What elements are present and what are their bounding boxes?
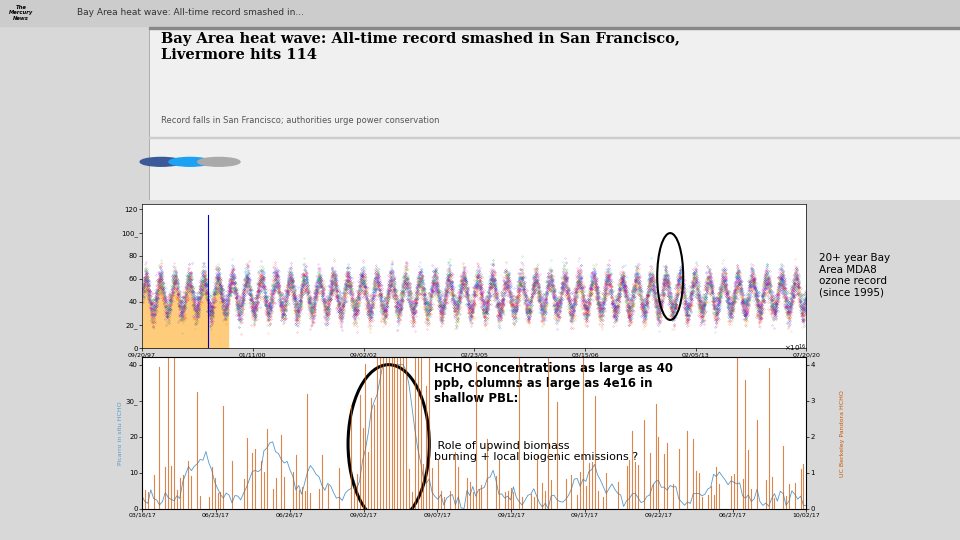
Circle shape — [169, 158, 211, 166]
Y-axis label: UC Berkeley Pandora HCHO: UC Berkeley Pandora HCHO — [840, 390, 845, 476]
Circle shape — [140, 158, 182, 166]
Text: Bay Area heat wave: All-time record smashed in...: Bay Area heat wave: All-time record smas… — [77, 9, 303, 17]
Text: Bay Area heat wave: All-time record smashed in San Francisco,
Livermore hits 114: Bay Area heat wave: All-time record smas… — [161, 32, 680, 62]
Y-axis label: Picarro in situ HCHO: Picarro in situ HCHO — [118, 401, 123, 465]
Text: 20+ year Bay
Area MDA8
ozone record
(since 1995): 20+ year Bay Area MDA8 ozone record (sin… — [819, 253, 890, 298]
Bar — [0, 0, 960, 26]
Text: Role of upwind biomass
burning + local biogenic emissions ?: Role of upwind biomass burning + local b… — [434, 441, 638, 462]
Text: Record falls in San Francisco; authorities urge power conservation: Record falls in San Francisco; authoriti… — [161, 116, 440, 125]
Text: $\times10^{16}$: $\times10^{16}$ — [783, 343, 806, 354]
Text: HCHO concentrations as large as 40
ppb, columns as large as 4e16 in
shallow PBL:: HCHO concentrations as large as 40 ppb, … — [434, 362, 673, 405]
Circle shape — [198, 158, 240, 166]
Text: The
Mercury
News: The Mercury News — [9, 5, 34, 21]
FancyBboxPatch shape — [149, 27, 960, 200]
Bar — [149, 137, 960, 138]
Bar — [149, 27, 960, 29]
